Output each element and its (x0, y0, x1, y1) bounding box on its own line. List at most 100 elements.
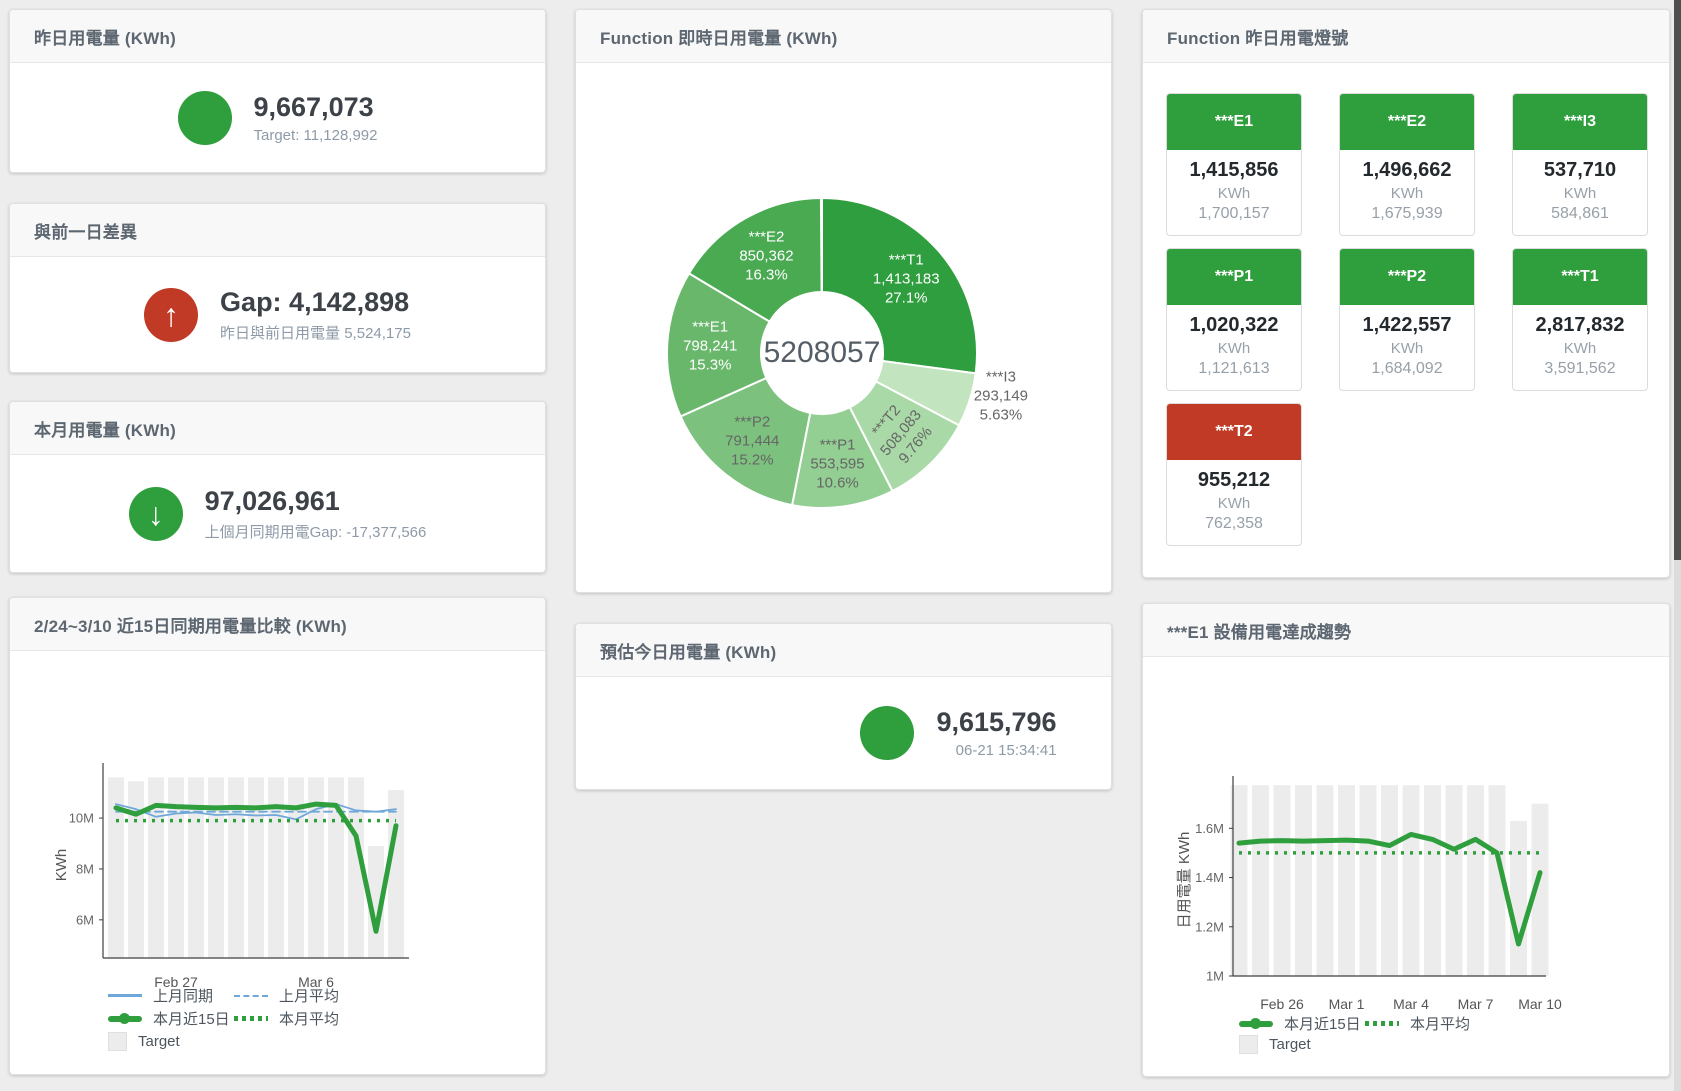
tile-value: 2,817,832 (1535, 314, 1625, 336)
status-circle-icon (860, 706, 915, 760)
legend-item-上月平均[interactable]: 上月平均 (234, 985, 339, 1006)
tile-value: 537,710 (1543, 159, 1617, 181)
donut-label-P2: ***P2 791,444 15.2% (725, 413, 780, 469)
svg-text:Mar 7: Mar 7 (1458, 996, 1494, 1012)
tile-unit: KWh (1563, 185, 1597, 202)
kpi-value: 9,667,073 (253, 91, 374, 122)
legend-label: 上月同期 (153, 988, 214, 1005)
svg-text:1.4M: 1.4M (1195, 870, 1224, 885)
svg-text:Mar 4: Mar 4 (1393, 996, 1429, 1012)
legend-item-Target[interactable]: Target (108, 1032, 180, 1051)
legend-swatch-dotted (234, 1016, 268, 1021)
tile-value: 1,020,322 (1189, 314, 1279, 336)
donut-slice-P2[interactable] (679, 376, 812, 507)
card-title: ***E1 設備用電達成趨勢 (1143, 604, 1669, 657)
device-tile-T1[interactable]: ***T1 2,817,832 KWh 3,591,562 (1512, 248, 1648, 391)
series-本月近15日 (113, 801, 399, 934)
card-estimated-today: 預估今日用電量 (KWh) 9,615,796 06-21 15:34:41 (575, 623, 1112, 790)
card-title: 本月用電量 (KWh) (10, 402, 545, 455)
device-tile-P1[interactable]: ***P1 1,020,322 KWh 1,121,613 (1166, 248, 1302, 391)
donut-svg (666, 196, 978, 509)
donut-label-I3: ***I3 293,149 5.63% (973, 368, 1029, 424)
donut-slice-T1[interactable] (821, 196, 978, 375)
legend-label: 本月平均 (279, 1011, 340, 1028)
donut-slice-E2[interactable] (687, 196, 823, 324)
device-tile-E2[interactable]: ***E2 1,496,662 KWh 1,675,939 (1339, 93, 1475, 236)
tile-value: 1,422,557 (1362, 314, 1452, 336)
svg-text:KWh: KWh (53, 849, 70, 882)
svg-text:8M: 8M (76, 861, 94, 876)
legend-swatch-thick (108, 1013, 142, 1024)
card-title: 2/24~3/10 近15日同期用電量比較 (KWh) (10, 598, 545, 651)
tile-unit: KWh (1563, 340, 1597, 357)
card-title: 昨日用電量 (KWh) (10, 10, 545, 63)
donut-center-total: 5208057 (763, 336, 881, 369)
svg-text:1M: 1M (1206, 969, 1224, 984)
function-usage-donut-chart: ***T1 1,413,183 27.1% ***I3 293,149 5.63% ***T… (576, 63, 1111, 592)
legend-swatch-dashed (234, 994, 268, 997)
kpi-value: Gap: 4,142,898 (220, 286, 410, 317)
kpi-target-text: Target: 11,128,992 (253, 126, 378, 144)
tile-label: ***P1 (1167, 249, 1301, 305)
legend-row: Target (1239, 1035, 1311, 1054)
legend-swatch-line (108, 994, 142, 997)
donut-slice-E1[interactable] (666, 271, 772, 418)
legend-label: Target (1269, 1036, 1311, 1053)
card-title: 與前一日差異 (10, 204, 545, 257)
legend-row: 上月同期 上月平均 (108, 985, 339, 1006)
device-tile-T2[interactable]: ***T2 955,212 KWh 762,358 (1166, 403, 1302, 546)
kpi-sub-text: 昨日與前日用電量 5,524,175 (220, 324, 411, 342)
legend-item-本月平均[interactable]: 本月平均 (1365, 1013, 1470, 1034)
legend-swatch-dotted (1365, 1021, 1399, 1026)
tile-target-value: 1,121,613 (1198, 360, 1270, 377)
tile-value: 955,212 (1197, 469, 1271, 491)
tile-label: ***E1 (1167, 94, 1301, 150)
legend-item-上月同期[interactable]: 上月同期 (108, 985, 234, 1006)
scrollbar-track (1674, 0, 1681, 1091)
legend-label: Target (138, 1033, 180, 1050)
card-title: 預估今日用電量 (KWh) (576, 624, 1111, 677)
device-tile-I3[interactable]: ***I3 537,710 KWh 584,861 (1512, 93, 1648, 236)
legend-item-本月近15日[interactable]: 本月近15日 (108, 1008, 234, 1029)
tile-target-value: 762,358 (1205, 515, 1263, 532)
svg-text:Feb 27: Feb 27 (154, 974, 198, 990)
legend-label: 上月平均 (279, 988, 340, 1005)
card-e1-trend-chart: ***E1 設備用電達成趨勢 1M 1.2M 1.4M 1.6M Feb 26 Mar 1… (1142, 603, 1670, 1077)
tile-target-value: 584,861 (1551, 205, 1609, 222)
svg-text:日用電量 KWh: 日用電量 KWh (1176, 832, 1193, 929)
status-circle-icon (177, 90, 232, 145)
card-month-usage: 本月用電量 (KWh) 97,026,961 上個月同期用電Gap: -17,3… (9, 401, 546, 573)
legend-label: 本月近15日 (1284, 1016, 1361, 1033)
legend-item-本月平均[interactable]: 本月平均 (234, 1008, 339, 1029)
svg-text:Feb 26: Feb 26 (1260, 996, 1304, 1012)
tile-target-value: 1,675,939 (1371, 205, 1443, 222)
legend-row: 本月近15日 本月平均 (108, 1008, 339, 1029)
tile-label: ***T1 (1513, 249, 1647, 305)
card-title: Function 昨日用電燈號 (1143, 10, 1669, 63)
donut-label-E2: ***E2 850,362 16.3% (739, 228, 794, 284)
arrow-down-circle-icon (128, 486, 183, 541)
tile-target-value: 3,591,562 (1544, 360, 1616, 377)
scrollbar-thumb[interactable] (1674, 0, 1681, 560)
device-tile-P2[interactable]: ***P2 1,422,557 KWh 1,684,092 (1339, 248, 1475, 391)
card-title: Function 即時日用電量 (KWh) (576, 10, 1111, 63)
device-tile-E1[interactable]: ***E1 1,415,856 KWh 1,700,157 (1166, 93, 1302, 236)
tile-unit: KWh (1217, 185, 1251, 202)
legend-swatch-square (1239, 1035, 1258, 1054)
legend-swatch-square (108, 1032, 127, 1051)
legend-item-Target[interactable]: Target (1239, 1035, 1311, 1054)
kpi-value: 97,026,961 (204, 485, 340, 516)
legend-row: 本月近15日 本月平均 (1239, 1013, 1470, 1034)
card-yesterday-usage: 昨日用電量 (KWh) 9,667,073 Target: 11,128,992 (9, 9, 546, 173)
legend-item-本月近15日[interactable]: 本月近15日 (1239, 1013, 1365, 1034)
svg-text:1.2M: 1.2M (1195, 919, 1224, 934)
legend-row: Target (108, 1032, 180, 1051)
series-上月同期 (115, 803, 397, 821)
tile-label: ***T2 (1167, 404, 1301, 460)
tile-unit: KWh (1217, 495, 1251, 512)
svg-text:6M: 6M (76, 912, 94, 927)
tile-label: ***I3 (1513, 94, 1647, 150)
legend-swatch-thick (1239, 1018, 1273, 1029)
donut-label-P1: ***P1 553,595 10.6% (810, 436, 865, 492)
legend-label: 本月近15日 (153, 1011, 230, 1028)
